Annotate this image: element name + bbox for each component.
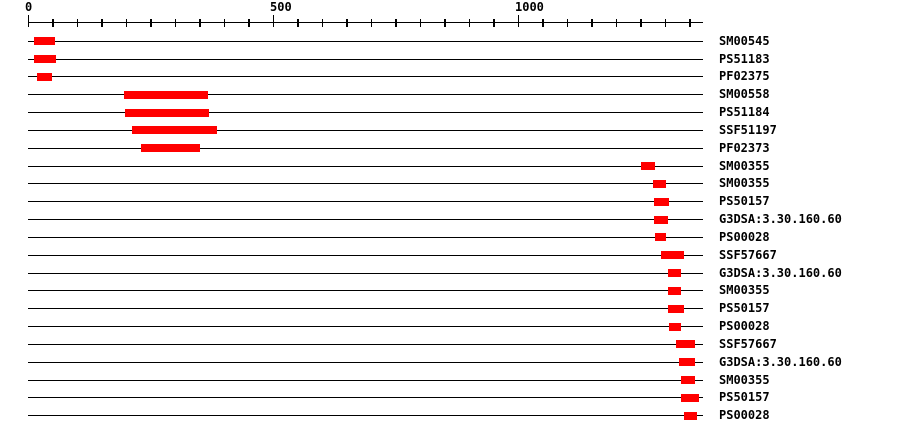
signature-label[interactable]: PS51184 xyxy=(719,105,770,120)
sequence-line xyxy=(27,379,703,381)
minor-tick xyxy=(640,19,642,27)
domain-bar[interactable] xyxy=(655,233,666,242)
sequence-line xyxy=(27,254,703,256)
domain-bar[interactable] xyxy=(654,215,668,224)
minor-tick xyxy=(664,19,666,27)
minor-tick xyxy=(125,19,127,27)
domain-bar[interactable] xyxy=(131,126,218,135)
minor-tick xyxy=(419,19,421,27)
signature-label[interactable]: PS00028 xyxy=(719,319,770,334)
sequence-line xyxy=(27,165,703,167)
minor-tick xyxy=(444,19,446,27)
domain-bar[interactable] xyxy=(668,304,684,313)
domain-bar[interactable] xyxy=(681,393,700,402)
domain-bar[interactable] xyxy=(641,162,655,171)
minor-tick xyxy=(370,19,372,27)
domain-bar[interactable] xyxy=(125,108,209,117)
sequence-line xyxy=(27,343,703,345)
signature-label[interactable]: PS00028 xyxy=(719,229,770,244)
signature-label[interactable]: PF02375 xyxy=(719,69,770,84)
signature-label[interactable]: SM00355 xyxy=(719,158,770,173)
minor-tick xyxy=(566,19,568,27)
minor-tick xyxy=(101,19,103,27)
signature-label[interactable]: G3DSA:3.30.160.60 xyxy=(719,212,842,227)
sequence-line xyxy=(27,40,703,42)
sequence-line xyxy=(27,112,703,114)
signature-label[interactable]: SM00355 xyxy=(719,283,770,298)
minor-tick xyxy=(591,19,593,27)
major-tick xyxy=(27,15,29,27)
minor-tick xyxy=(689,19,691,27)
domain-bar[interactable] xyxy=(668,286,681,295)
sequence-line xyxy=(27,415,703,417)
major-tick xyxy=(517,15,519,27)
signature-label[interactable]: G3DSA:3.30.160.60 xyxy=(719,265,842,280)
sequence-line xyxy=(27,219,703,221)
signature-label[interactable]: SSF57667 xyxy=(719,247,777,262)
signature-label[interactable]: PF02373 xyxy=(719,140,770,155)
minor-tick xyxy=(174,19,176,27)
signature-label[interactable]: SSF57667 xyxy=(719,336,777,351)
domain-bar[interactable] xyxy=(669,322,681,331)
signature-label[interactable]: PS50157 xyxy=(719,301,770,316)
axis-tick-label: 0 xyxy=(25,0,33,14)
sequence-line xyxy=(27,183,703,185)
signature-label[interactable]: PS00028 xyxy=(719,408,770,423)
sequence-line xyxy=(27,129,703,131)
domain-bar[interactable] xyxy=(123,90,209,99)
domain-bar[interactable] xyxy=(683,411,698,420)
minor-tick xyxy=(248,19,250,27)
sequence-line xyxy=(27,236,703,238)
domain-bar[interactable] xyxy=(675,340,696,349)
signature-label[interactable]: SM00355 xyxy=(719,372,770,387)
signature-label[interactable]: SM00558 xyxy=(719,87,770,102)
minor-tick xyxy=(76,19,78,27)
domain-bar[interactable] xyxy=(678,358,696,367)
minor-tick xyxy=(493,19,495,27)
domain-bar[interactable] xyxy=(653,179,666,188)
signature-label[interactable]: PS50157 xyxy=(719,194,770,209)
sequence-line xyxy=(27,308,703,310)
domain-bar[interactable] xyxy=(681,376,696,385)
domain-bar[interactable] xyxy=(34,55,57,64)
domain-bar[interactable] xyxy=(660,251,684,260)
minor-tick xyxy=(199,19,201,27)
minor-tick xyxy=(150,19,152,27)
domain-bar[interactable] xyxy=(36,72,53,81)
sequence-line xyxy=(27,397,703,399)
sequence-line xyxy=(27,201,703,203)
minor-tick xyxy=(321,19,323,27)
axis-tick-label: 1000 xyxy=(515,0,544,14)
domain-bar[interactable] xyxy=(34,37,55,46)
sequence-line xyxy=(27,361,703,363)
sequence-line xyxy=(27,272,703,274)
sequence-line xyxy=(27,147,703,149)
sequence-line xyxy=(27,290,703,292)
minor-tick xyxy=(297,19,299,27)
minor-tick xyxy=(468,19,470,27)
signature-label[interactable]: G3DSA:3.30.160.60 xyxy=(719,354,842,369)
signature-label[interactable]: SM00545 xyxy=(719,33,770,48)
axis-tick-label: 500 xyxy=(270,0,292,14)
minor-tick xyxy=(223,19,225,27)
domain-bar[interactable] xyxy=(140,144,200,153)
signature-label[interactable]: SSF51197 xyxy=(719,122,777,137)
domain-bar[interactable] xyxy=(667,269,681,278)
minor-tick xyxy=(542,19,544,27)
sequence-line xyxy=(27,76,703,78)
minor-tick xyxy=(395,19,397,27)
signature-label[interactable]: SM00355 xyxy=(719,176,770,191)
sequence-line xyxy=(27,58,703,60)
minor-tick xyxy=(52,19,54,27)
domain-bar[interactable] xyxy=(654,197,670,206)
minor-tick xyxy=(346,19,348,27)
sequence-line xyxy=(27,94,703,96)
major-tick xyxy=(272,15,274,27)
signature-label[interactable]: PS51183 xyxy=(719,51,770,66)
minor-tick xyxy=(615,19,617,27)
sequence-line xyxy=(27,326,703,328)
axis-line xyxy=(27,21,703,23)
signature-label[interactable]: PS50157 xyxy=(719,390,770,405)
